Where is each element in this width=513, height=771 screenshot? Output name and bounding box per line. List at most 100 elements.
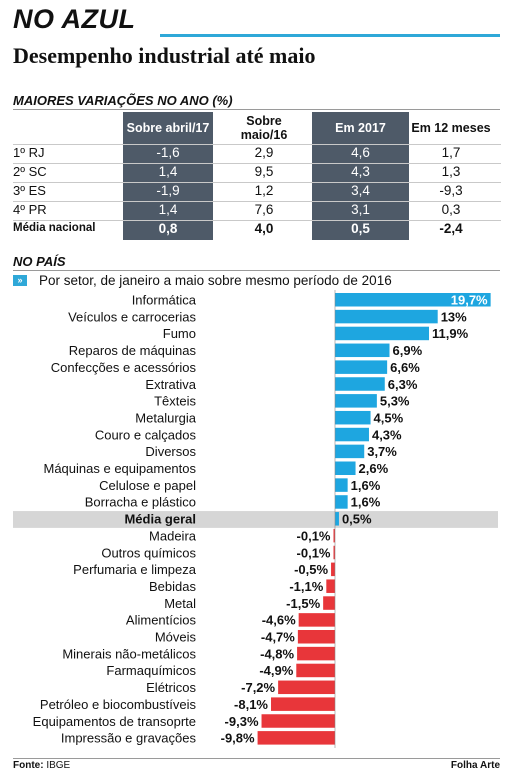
category-label: Equipamentos de transoprte — [33, 714, 196, 729]
table-row-label: 3º ES — [13, 183, 46, 198]
category-label: Farmaquímicos — [106, 663, 196, 678]
table-cell: 4,0 — [254, 221, 274, 236]
table-row-label: 2º SC — [13, 164, 47, 179]
category-label: Metal — [164, 596, 196, 611]
bar — [333, 528, 335, 543]
table-row-label: Média nacional — [13, 222, 96, 234]
chart-subtitle: Por setor, de janeiro a maio sobre mesmo… — [39, 273, 392, 288]
value-label: -4,6% — [262, 613, 296, 628]
bar — [335, 478, 348, 492]
value-label: -8,1% — [234, 697, 268, 712]
table-cell: 1,4 — [158, 164, 178, 179]
credit: Folha Arte — [450, 760, 500, 771]
value-label: 1,6% — [351, 495, 381, 510]
bar — [333, 545, 335, 560]
bar — [257, 731, 335, 745]
bar — [297, 630, 335, 644]
value-label: -0,5% — [294, 562, 328, 577]
bar — [335, 377, 385, 391]
chart-subtitle-line: » Por setor, de janeiro a maio sobre mes… — [13, 273, 392, 288]
bar — [335, 326, 430, 341]
category-label: Elétricos — [146, 680, 196, 695]
table-cell: 7,6 — [254, 202, 274, 217]
bar — [335, 444, 365, 459]
subtitle: Desempenho industrial até maio — [13, 43, 316, 68]
table-header-1: Sobre abril/17 — [126, 121, 210, 135]
table-cell: 1,7 — [441, 145, 461, 160]
bar — [335, 309, 438, 324]
table-header-2: Sobre maio/16 — [240, 114, 288, 142]
table-cell: 4,3 — [351, 164, 370, 179]
value-label: 3,7% — [367, 444, 397, 459]
value-label: 5,3% — [380, 394, 410, 409]
category-label: Móveis — [155, 630, 197, 645]
category-label: Diversos — [145, 444, 196, 459]
value-label: 4,5% — [374, 410, 404, 425]
table-cell: 1,2 — [254, 183, 274, 198]
table-section-rule — [13, 109, 500, 110]
bar — [296, 663, 335, 678]
table-cell: 9,5 — [254, 164, 274, 179]
table-cell: 1,4 — [158, 202, 178, 217]
row-separator — [13, 182, 501, 183]
bar — [297, 646, 335, 661]
bar — [335, 410, 371, 425]
category-label: Borracha e plástico — [85, 495, 196, 510]
value-label: -7,2% — [241, 680, 275, 695]
value-label: 0,5% — [342, 512, 372, 527]
value-label: -1,1% — [289, 579, 323, 594]
category-label: Média geral — [124, 512, 196, 527]
table-cell: 1,3 — [441, 164, 461, 179]
category-label: Petróleo e biocombustíveis — [40, 697, 197, 712]
bar — [335, 343, 390, 358]
bar — [335, 293, 491, 307]
table-cell: -2,4 — [439, 221, 463, 236]
bar — [335, 495, 348, 509]
category-label: Confecções e acessórios — [51, 360, 197, 375]
table-cell: -9,3 — [439, 183, 463, 198]
table-col-bg-3 — [312, 112, 409, 240]
category-label: Alimentícios — [126, 613, 197, 628]
category-label: Informática — [132, 293, 197, 308]
value-label: 4,3% — [372, 427, 402, 442]
category-label: Bebidas — [149, 579, 196, 594]
value-label: 19,7% — [451, 293, 488, 308]
bar — [271, 697, 335, 711]
bar — [323, 596, 335, 610]
table-header-3: Em 2017 — [335, 121, 386, 135]
sector-bar-chart: Informática 19,7% Veículos e carrocerias 13… — [13, 290, 498, 748]
table-cell: 4,6 — [351, 145, 370, 160]
category-label: Outros químicos — [101, 545, 196, 560]
headline: NO AZUL — [13, 4, 136, 34]
category-label: Veículos e carrocerias — [68, 309, 196, 324]
bar — [335, 360, 388, 374]
category-label: Madeira — [149, 528, 197, 543]
value-label: 2,6% — [359, 461, 389, 476]
table-row-label: 4º PR — [13, 202, 47, 217]
bar — [335, 394, 377, 408]
value-label: -4,9% — [259, 663, 293, 678]
chart-section-title: NO PAÍS — [13, 254, 66, 269]
value-label: 13% — [441, 309, 467, 324]
bar — [278, 680, 335, 695]
table-row-label: 1º RJ — [13, 145, 45, 160]
category-label: Metalurgia — [135, 410, 196, 425]
row-separator — [13, 163, 501, 164]
regional-table: Sobre abril/17 Sobre maio/16 Em 2017 Em … — [13, 112, 501, 240]
bar — [331, 562, 335, 577]
category-label: Têxteis — [154, 394, 196, 409]
source-value: IBGE — [46, 760, 71, 771]
value-label: -4,8% — [260, 646, 294, 661]
category-label: Reparos de máquinas — [69, 343, 197, 358]
category-label: Perfumaria e limpeza — [73, 562, 197, 577]
table-cell: 3,4 — [351, 183, 370, 198]
category-label: Couro e calçados — [95, 427, 197, 442]
footer-rule — [13, 758, 500, 759]
table-cell: -1,9 — [156, 183, 180, 198]
chart-section-rule — [13, 270, 500, 271]
value-label: 6,6% — [390, 360, 420, 375]
category-label: Máquinas e equipamentos — [44, 461, 197, 476]
source-note: Fonte: IBGE — [13, 760, 70, 771]
value-label: -0,1% — [297, 545, 331, 560]
table-section-title: MAIORES VARIAÇÕES NO ANO (%) — [13, 93, 233, 108]
